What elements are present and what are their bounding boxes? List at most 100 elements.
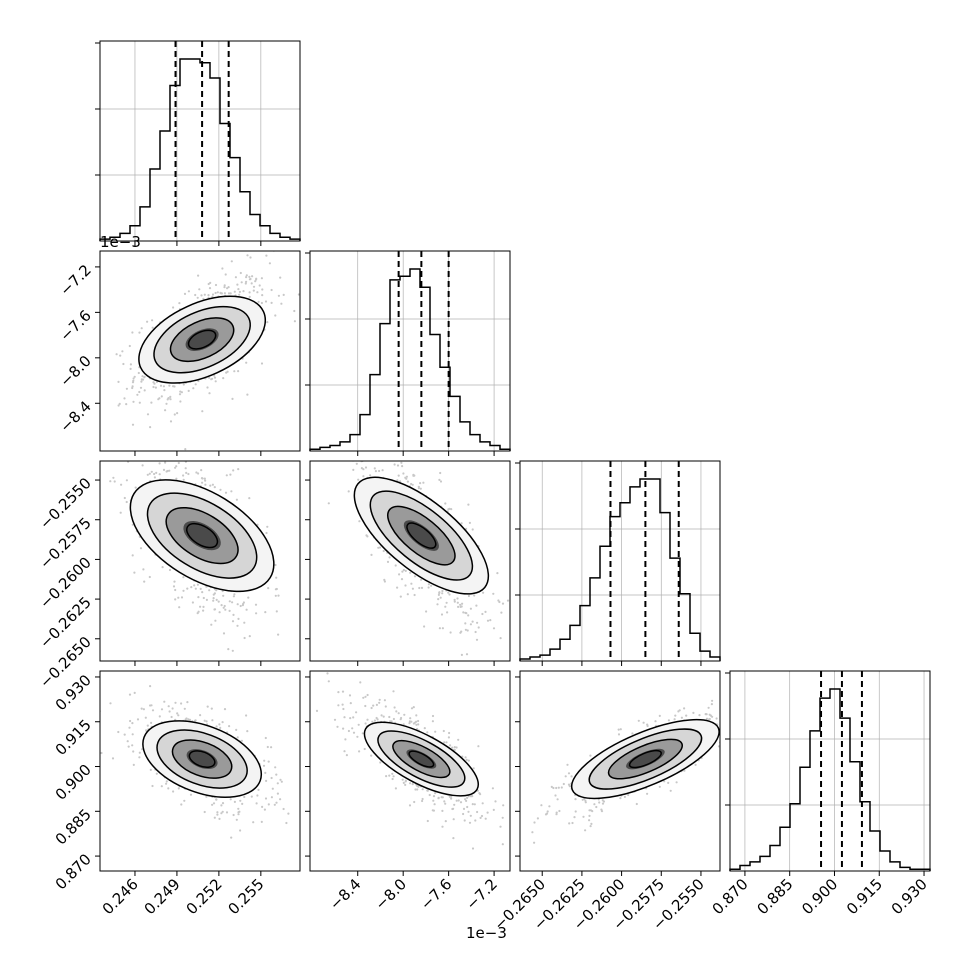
scatter-point xyxy=(146,724,149,727)
scatter-point xyxy=(401,570,404,573)
scatter-point xyxy=(469,795,473,798)
scatter-point xyxy=(392,690,395,693)
scatter-point xyxy=(685,714,688,717)
scatter-point xyxy=(216,291,219,294)
scatter-point xyxy=(722,734,724,736)
scatter-point xyxy=(219,726,222,730)
scatter-point xyxy=(216,813,219,816)
scatter-point xyxy=(451,807,454,811)
scatter-point xyxy=(725,717,727,719)
scatter-point xyxy=(459,801,463,804)
scatter-point xyxy=(248,635,251,638)
scatter-point xyxy=(627,793,630,797)
scatter-point xyxy=(94,534,96,536)
y-tick-label: −8.0 xyxy=(56,352,94,390)
contour-line xyxy=(406,522,437,549)
scatter-point xyxy=(149,426,152,429)
scatter-point xyxy=(198,288,201,291)
scatter-point xyxy=(441,592,444,595)
scatter-point xyxy=(199,605,202,608)
scatter-point xyxy=(143,580,146,583)
scatter-point xyxy=(180,803,183,806)
scatter-point xyxy=(301,291,303,293)
scatter-point xyxy=(177,596,180,599)
scatter-point xyxy=(182,444,184,446)
scatter-point xyxy=(154,386,157,389)
scatter-point xyxy=(214,619,217,622)
scatter-point xyxy=(388,556,391,559)
scatter-point xyxy=(138,756,141,759)
scatter-point xyxy=(595,805,598,809)
scatter-point xyxy=(165,782,168,785)
scatter-point xyxy=(117,380,120,383)
scatter-point xyxy=(663,780,666,783)
scatter-point xyxy=(500,611,503,614)
scatter-point xyxy=(255,278,258,281)
scatter-point xyxy=(584,801,587,804)
scatter-point xyxy=(162,433,164,435)
scatter-point xyxy=(406,480,409,483)
scatter-point xyxy=(434,730,437,733)
scatter-point xyxy=(327,453,329,455)
panel-frame xyxy=(309,670,511,872)
scatter-point xyxy=(215,798,218,801)
scatter-point xyxy=(113,480,116,483)
scatter-point xyxy=(375,716,378,720)
contour-line xyxy=(146,492,258,579)
scatter-point xyxy=(427,583,430,586)
scatter-point xyxy=(183,707,186,710)
scatter-point xyxy=(623,795,627,799)
panel-2d-2-0 xyxy=(94,433,309,662)
scatter-point xyxy=(226,370,229,373)
scatter-point xyxy=(475,638,479,641)
scatter-point xyxy=(680,716,684,719)
scatter-point xyxy=(380,714,383,717)
scatter-point xyxy=(256,291,259,294)
scatter-point xyxy=(731,725,733,727)
scatter-point xyxy=(221,267,224,270)
scatter-point xyxy=(362,696,365,699)
scatter-point xyxy=(275,587,278,591)
scatter-point xyxy=(255,802,258,805)
scatter-point xyxy=(136,393,139,396)
scatter-point xyxy=(588,809,591,812)
scatter-point xyxy=(469,623,472,626)
scatter-point xyxy=(123,733,126,736)
scatter-point xyxy=(131,722,134,725)
scatter-point xyxy=(382,454,384,456)
scatter-point xyxy=(721,706,723,708)
scatter-point xyxy=(166,398,169,401)
scatter-point xyxy=(133,691,136,695)
scatter-point xyxy=(545,812,549,815)
scatter-point xyxy=(235,728,238,732)
density-fill xyxy=(406,749,437,769)
scatter-point xyxy=(450,797,453,800)
scatter-point xyxy=(250,282,253,285)
scatter-point xyxy=(235,818,238,821)
panel-2d-2-1 xyxy=(309,453,511,662)
scatter-point xyxy=(455,746,458,749)
scatter-point xyxy=(196,296,199,299)
scatter-point xyxy=(356,735,359,738)
scatter-point xyxy=(266,525,269,528)
scatter-point xyxy=(398,573,401,576)
scatter-point xyxy=(139,455,141,457)
scatter-point xyxy=(492,627,496,630)
scatter-point xyxy=(394,787,397,790)
scatter-point xyxy=(223,286,226,289)
scatter-point xyxy=(307,594,309,596)
scatter-point xyxy=(279,276,282,279)
scatter-point xyxy=(230,490,233,493)
scatter-point xyxy=(432,795,436,798)
scatter-point xyxy=(201,481,204,484)
y-tick-label: 0.870 xyxy=(52,850,95,893)
scatter-point xyxy=(149,685,152,688)
scatter-point xyxy=(359,681,362,684)
panel-2d-3-1 xyxy=(309,670,511,872)
scatter-point xyxy=(145,729,148,732)
scatter-point xyxy=(260,277,263,280)
scatter-point xyxy=(183,292,187,295)
scatter-point xyxy=(221,721,224,724)
scatter-point xyxy=(148,575,151,579)
contour-line xyxy=(165,506,239,565)
